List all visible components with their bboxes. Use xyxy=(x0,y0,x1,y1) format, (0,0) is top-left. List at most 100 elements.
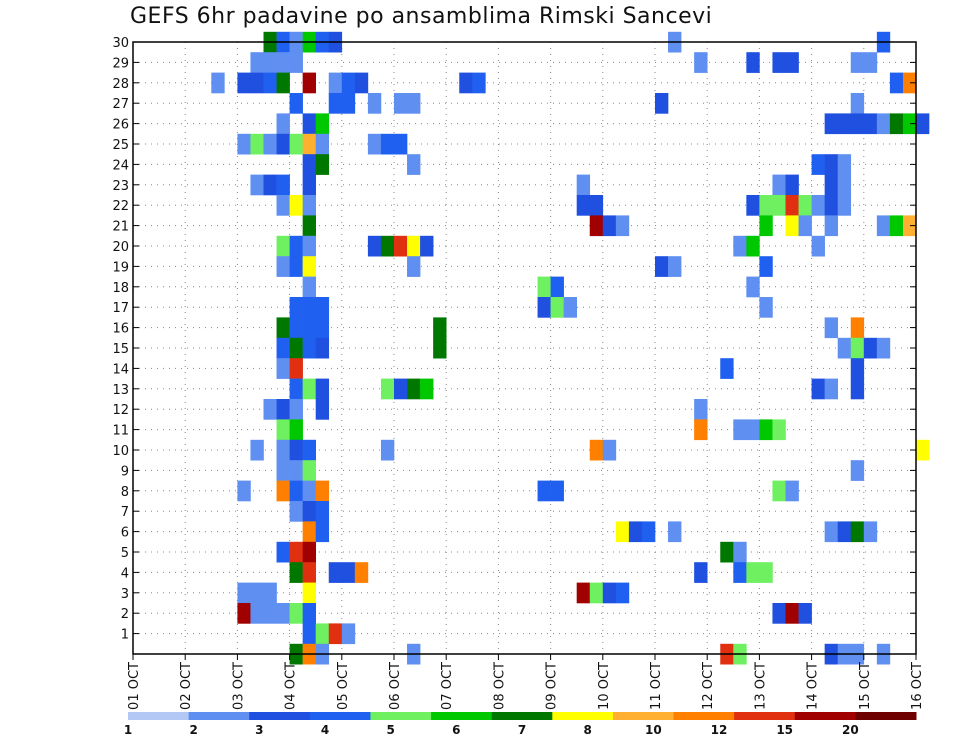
colorbar-label: 5 xyxy=(386,723,394,737)
ensemble-cell xyxy=(302,276,316,298)
y-tick-label: 18 xyxy=(112,281,129,296)
y-tick-label: 12 xyxy=(112,403,129,418)
ensemble-cell xyxy=(824,195,838,216)
ensemble-cell xyxy=(263,133,277,155)
ensemble-cell xyxy=(876,337,891,359)
ensemble-cell xyxy=(302,337,316,359)
colorbar-label: 10 xyxy=(645,723,662,737)
ensemble-cell xyxy=(798,215,812,237)
ensemble-cell xyxy=(550,276,564,298)
x-tick-label: 08 OCT xyxy=(492,662,507,710)
y-tick-label: 5 xyxy=(121,546,129,561)
x-tick-label: 04 OCT xyxy=(284,662,299,710)
colorbar-label: 8 xyxy=(583,723,591,737)
ensemble-cell xyxy=(315,399,330,420)
ensemble-cell xyxy=(276,358,290,379)
ensemble-cell xyxy=(250,52,264,73)
ensemble-cell xyxy=(341,623,356,645)
ensemble-cell xyxy=(289,399,303,420)
ensemble-cell xyxy=(263,72,277,94)
ensemble-cell xyxy=(315,154,330,175)
x-tick-label: 16 OCT xyxy=(910,662,925,710)
ensemble-cell xyxy=(315,317,330,339)
colorbar-segment xyxy=(309,712,371,720)
ensemble-cell xyxy=(407,235,421,257)
x-tick-label: 14 OCT xyxy=(806,662,821,710)
ensemble-cell xyxy=(315,133,330,155)
ensemble-cell xyxy=(380,378,395,400)
ensemble-cell xyxy=(916,113,930,135)
ensemble-cell xyxy=(850,317,865,339)
ensemble-cell xyxy=(824,378,838,400)
x-tick-label: 03 OCT xyxy=(231,662,246,710)
ensemble-cell xyxy=(276,235,290,257)
x-tick-label: 10 OCT xyxy=(597,662,612,710)
ensemble-cell xyxy=(276,399,290,420)
ensemble-cell xyxy=(328,72,343,94)
ensemble-cell xyxy=(733,419,747,441)
ensemble-cell xyxy=(720,358,734,379)
ensemble-cell xyxy=(289,419,303,441)
ensemble-cell xyxy=(263,52,277,73)
colorbar-label: 15 xyxy=(776,723,793,737)
ensemble-cell xyxy=(302,154,316,175)
ensemble-cell xyxy=(276,480,290,502)
ensemble-cell xyxy=(315,480,330,502)
y-tick-label: 1 xyxy=(121,628,129,643)
ensemble-cell xyxy=(407,154,421,175)
ensemble-cell xyxy=(811,235,825,257)
ensemble-cell xyxy=(746,562,760,583)
ensemble-cell xyxy=(694,562,708,583)
ensemble-cell xyxy=(837,154,852,175)
ensemble-cell xyxy=(289,480,303,502)
ensemble-cell xyxy=(380,439,395,461)
ensemble-cell xyxy=(263,399,277,420)
ensemble-cell xyxy=(315,113,330,135)
ensemble-cell xyxy=(772,52,786,73)
ensemble-cell xyxy=(407,93,421,114)
ensemble-cell xyxy=(850,93,865,114)
colorbar-label: 1 xyxy=(124,723,132,737)
ensemble-cell xyxy=(916,439,930,461)
colorbar-label: 6 xyxy=(452,723,460,737)
ensemble-cell xyxy=(380,133,395,155)
ensemble-cell xyxy=(641,521,656,543)
ensemble-cell xyxy=(302,562,316,583)
ensemble-cell xyxy=(811,195,825,216)
ensemble-cell xyxy=(315,337,330,359)
ensemble-cell xyxy=(289,358,303,379)
y-axis: 1234567891011121314151617181920212223242… xyxy=(112,36,916,643)
ensemble-cell xyxy=(276,439,290,461)
ensemble-cell xyxy=(237,133,251,155)
y-tick-label: 10 xyxy=(112,444,129,459)
colorbar-segment xyxy=(431,712,493,720)
ensemble-cell xyxy=(733,235,747,257)
ensemble-cell xyxy=(276,541,290,563)
ensemble-cell xyxy=(302,460,316,481)
ensemble-cell xyxy=(798,603,812,624)
ensemble-cell xyxy=(589,215,604,237)
ensemble-cell xyxy=(668,256,682,277)
ensemble-cell xyxy=(302,72,316,94)
ensemble-cell xyxy=(341,562,356,583)
ensemble-cell xyxy=(824,317,838,339)
y-tick-label: 7 xyxy=(121,505,129,520)
ensemble-cell xyxy=(276,133,290,155)
ensemble-cell xyxy=(250,174,264,196)
ensemble-cell xyxy=(811,378,825,400)
ensemble-cell xyxy=(394,235,408,257)
y-tick-label: 25 xyxy=(112,138,129,153)
ensemble-cell xyxy=(902,113,917,135)
y-tick-label: 26 xyxy=(112,118,129,133)
ensemble-cell xyxy=(250,603,264,624)
ensemble-cell xyxy=(354,72,369,94)
colorbar-segment xyxy=(188,712,250,720)
ensemble-cell xyxy=(289,195,303,216)
ensemble-cell xyxy=(759,215,773,237)
ensemble-cell xyxy=(615,215,630,237)
ensemble-cell xyxy=(289,52,303,73)
ensemble-cell xyxy=(302,521,316,543)
ensemble-cell xyxy=(302,133,316,155)
ensemble-cell xyxy=(394,133,408,155)
ensemble-cell xyxy=(850,358,865,379)
